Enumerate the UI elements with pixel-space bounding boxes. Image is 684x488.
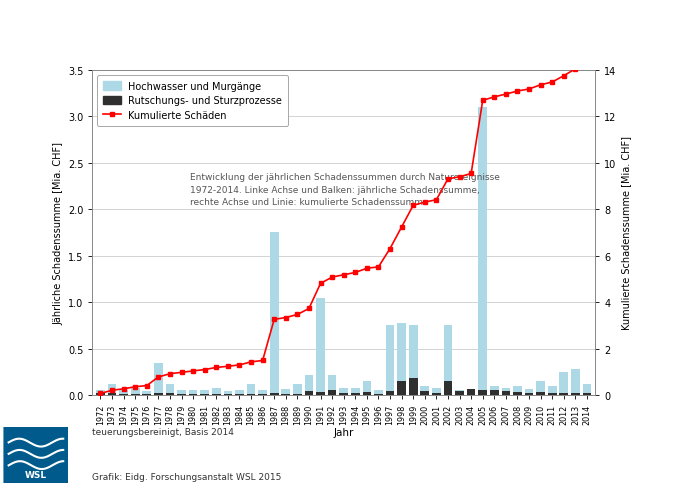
Bar (166, 384, 174, 395)
Bar (339, 388, 348, 395)
Bar (200, 390, 209, 395)
Text: teuerungsbereinigt, Basis 2014: teuerungsbereinigt, Basis 2014 (92, 427, 234, 436)
Bar (548, 386, 557, 395)
Bar (456, 391, 464, 395)
Y-axis label: Kumulierte Schadenssumme [Mia. CHF]: Kumulierte Schadenssumme [Mia. CHF] (620, 136, 631, 330)
Bar (224, 391, 232, 395)
Bar (501, 388, 510, 395)
Bar (536, 382, 545, 395)
Bar (131, 394, 140, 395)
Bar (281, 389, 290, 395)
Bar (142, 394, 151, 395)
Bar (351, 393, 360, 395)
Bar (212, 394, 221, 395)
Bar (119, 394, 128, 395)
Text: WSL: WSL (25, 469, 47, 479)
Bar (501, 391, 510, 395)
Bar (525, 389, 534, 395)
Bar (386, 326, 395, 395)
Bar (189, 390, 198, 395)
Bar (525, 393, 534, 395)
Bar (571, 369, 580, 395)
Bar (363, 382, 371, 395)
Bar (293, 384, 302, 395)
Bar (444, 382, 452, 395)
Bar (189, 394, 198, 395)
Bar (259, 390, 267, 395)
Bar (478, 390, 487, 395)
Text: Entwicklung der jährlichen Schadenssummen durch Naturereignisse
1972-2014. Linke: Entwicklung der jährlichen Schadenssumme… (190, 173, 500, 207)
Bar (200, 394, 209, 395)
Bar (571, 393, 580, 395)
Bar (293, 394, 302, 395)
Bar (466, 389, 475, 395)
Bar (444, 326, 452, 395)
Bar (96, 393, 105, 395)
Bar (107, 393, 116, 395)
Bar (432, 388, 440, 395)
Bar (490, 390, 499, 395)
Text: Grafik: Eidg. Forschungsanstalt WSL 2015: Grafik: Eidg. Forschungsanstalt WSL 2015 (92, 472, 282, 481)
Bar (224, 394, 232, 395)
Bar (154, 363, 163, 395)
Bar (235, 390, 244, 395)
Bar (583, 393, 591, 395)
Bar (212, 388, 221, 395)
Bar (270, 233, 278, 395)
Text: Schweiz: Unwetterereignisse: Schweiz: Unwetterereignisse (5, 12, 199, 25)
Bar (351, 388, 360, 395)
Bar (548, 393, 557, 395)
Bar (259, 394, 267, 395)
Bar (560, 393, 568, 395)
Bar (536, 392, 545, 395)
Bar (513, 386, 522, 395)
Bar (560, 372, 568, 395)
Bar (304, 391, 313, 395)
Bar (374, 390, 383, 395)
Bar (339, 393, 348, 395)
Bar (397, 382, 406, 395)
X-axis label: Jahr: Jahr (334, 427, 354, 437)
Bar (421, 386, 429, 395)
Bar (304, 375, 313, 395)
Bar (316, 298, 325, 395)
Text: Verlauf der jährlichen Schadenssummen 1972 bis 2014: Verlauf der jährlichen Schadenssummen 19… (5, 37, 315, 46)
Bar (409, 326, 417, 395)
Bar (177, 390, 186, 395)
Bar (456, 390, 464, 395)
Bar (386, 391, 395, 395)
Bar (235, 394, 244, 395)
Bar (328, 375, 337, 395)
Bar (142, 391, 151, 395)
Bar (281, 394, 290, 395)
Bar (490, 386, 499, 395)
Bar (513, 392, 522, 395)
Bar (154, 393, 163, 395)
Bar (177, 394, 186, 395)
Bar (166, 393, 174, 395)
Bar (247, 384, 255, 395)
Bar (409, 379, 417, 395)
Bar (119, 390, 128, 395)
Bar (316, 392, 325, 395)
Bar (583, 384, 591, 395)
Bar (478, 108, 487, 395)
Bar (421, 391, 429, 395)
Bar (328, 390, 337, 395)
Bar (107, 384, 116, 395)
Bar (363, 392, 371, 395)
Bar (96, 390, 105, 395)
Legend: Hochwasser und Murgänge, Rutschungs- und Sturzprozesse, Kumulierte Schäden: Hochwasser und Murgänge, Rutschungs- und… (97, 76, 288, 127)
Bar (374, 394, 383, 395)
Bar (131, 388, 140, 395)
FancyBboxPatch shape (3, 427, 68, 483)
Bar (397, 323, 406, 395)
Bar (270, 393, 278, 395)
Y-axis label: Jährliche Schadenssumme [Mia. CHF]: Jährliche Schadenssumme [Mia. CHF] (53, 142, 64, 325)
Bar (247, 394, 255, 395)
Bar (466, 389, 475, 395)
Bar (432, 393, 440, 395)
